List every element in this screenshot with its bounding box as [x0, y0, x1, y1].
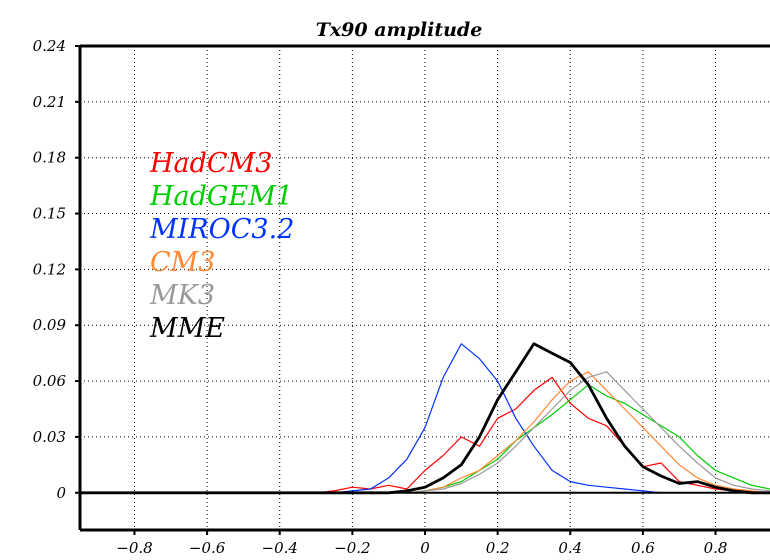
- legend-entry-hadcm3: HadCM3: [149, 148, 272, 179]
- x-tick-label-6: 0.4: [558, 539, 582, 557]
- x-tick-label-7: 0.6: [631, 539, 655, 557]
- x-tick-label-2: −0.4: [262, 539, 298, 557]
- y-tick-label-8: 0.24: [33, 37, 66, 55]
- y-axis-tick-labels: 0 0.03 0.06 0.09 0.12 0.15 0.18 0.21 0.24: [33, 37, 67, 502]
- legend-entry-mk3: MK3: [149, 280, 215, 311]
- y-tick-label-1: 0.03: [33, 428, 66, 446]
- y-tick-label-3: 0.09: [33, 316, 67, 334]
- legend-entry-mme: MME: [149, 313, 225, 344]
- y-tick-label-0: 0: [56, 484, 66, 502]
- y-tick-label-5: 0.15: [33, 205, 66, 223]
- y-tick-label-7: 0.21: [33, 93, 66, 111]
- legend-entry-miroc3-2: MIROC3.2: [149, 214, 294, 245]
- chart-title: Tx90 amplitude: [316, 19, 483, 41]
- x-tick-label-1: −0.6: [189, 539, 226, 557]
- axes: [75, 44, 770, 535]
- legend-entry-hadgem1: HadGEM1: [149, 181, 293, 212]
- x-tick-label-0: −0.8: [116, 539, 152, 557]
- y-tick-label-4: 0.12: [33, 260, 66, 278]
- y-tick-label-6: 0.18: [33, 149, 66, 167]
- x-tick-label-3: −0.2: [334, 539, 370, 557]
- x-tick-label-5: 0.2: [486, 539, 510, 557]
- x-axis-tick-labels: −0.8 −0.6 −0.4 −0.2 0 0.2 0.4 0.6 0.8: [116, 539, 727, 557]
- x-tick-label-8: 0.8: [704, 539, 728, 557]
- legend-entry-cm3: CM3: [150, 247, 215, 278]
- x-tick-label-4: 0: [420, 539, 430, 557]
- y-tick-label-2: 0.06: [33, 372, 67, 390]
